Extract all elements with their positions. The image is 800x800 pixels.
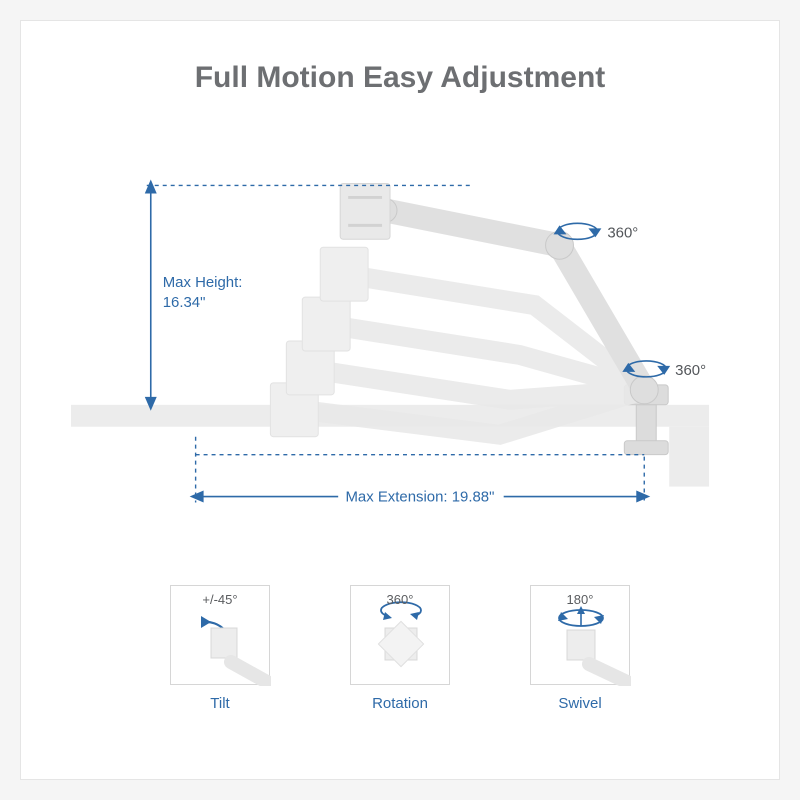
max-height-label: Max Height: (163, 274, 243, 291)
infographic-card: Full Motion Easy Adjustment (20, 20, 780, 780)
rotation-top-marker: 360° (554, 223, 639, 241)
main-diagram-svg: Max Height: 16.34" Max Extension: 19.88"… (71, 125, 729, 555)
feature-tilt-box: +/-45° (170, 585, 270, 685)
desk-edge (669, 427, 709, 487)
page-title: Full Motion Easy Adjustment (71, 61, 729, 95)
tilt-label: Tilt (210, 695, 229, 712)
feature-rotation: 360° Rotation (330, 585, 470, 712)
feature-swivel: 180° Swivel (510, 585, 650, 712)
feature-row: +/-45° Tilt 360° (71, 585, 729, 712)
swivel-angle: 180° (567, 592, 594, 607)
feature-tilt: +/-45° Tilt (150, 585, 290, 712)
feature-swivel-box: 180° (530, 585, 630, 685)
rotation-label: Rotation (372, 695, 428, 712)
max-extension-label: Max Extension: 19.88" (345, 489, 494, 506)
extension-dimension: Max Extension: 19.88" (190, 437, 651, 507)
max-height-value: 16.34" (163, 294, 206, 311)
swivel-label: Swivel (558, 695, 601, 712)
rotation-top: 360° (607, 224, 638, 241)
rotation-angle: 360° (387, 592, 414, 607)
main-diagram: Max Height: 16.34" Max Extension: 19.88"… (71, 125, 729, 555)
rotation-base: 360° (675, 362, 706, 379)
tilt-angle: +/-45° (202, 592, 237, 607)
feature-rotation-box: 360° (350, 585, 450, 685)
